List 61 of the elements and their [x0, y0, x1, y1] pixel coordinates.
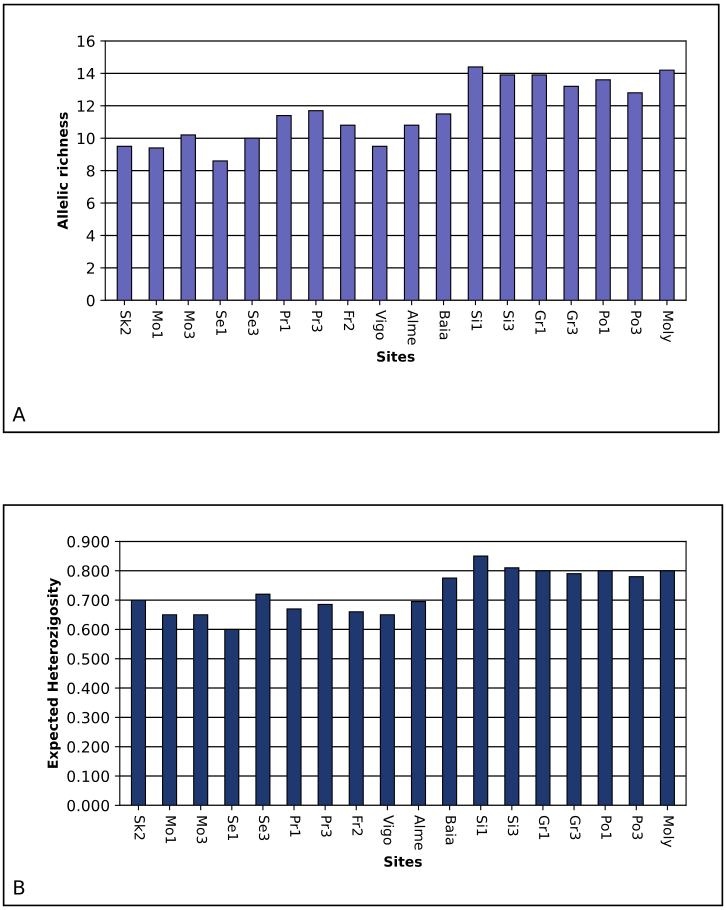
y-tick-label: 0.600 [67, 624, 110, 636]
x-tick-label: Vigo [380, 815, 394, 845]
x-tick-label: Alme [408, 310, 418, 345]
y-tick-label: 0.500 [67, 653, 110, 665]
y-axis-title: Expected Heterozigosity [47, 578, 61, 768]
y-tick-label: 0.300 [67, 712, 110, 724]
x-tick-label: Sk2 [120, 310, 132, 334]
x-tick-label: Gr1 [535, 310, 546, 334]
x-axis-title: Sites [377, 351, 415, 362]
y-tick-label: 0.700 [67, 594, 110, 606]
y-tick-label: 0.200 [67, 741, 110, 753]
x-tick-label: Si1 [476, 816, 488, 836]
y-tick-label: 4 [86, 230, 95, 242]
y-tick-label: 16 [78, 35, 95, 47]
x-tick-label: Po1 [601, 816, 612, 839]
x-tick-label: Si3 [503, 310, 514, 330]
y-tick-label: 14 [78, 68, 95, 80]
x-tick-label: Pr1 [290, 816, 300, 836]
x-tick-label: Si1 [471, 310, 482, 330]
y-tick-label: 8 [86, 165, 94, 177]
x-tick-label: Alme [414, 815, 426, 850]
x-tick-label: Moly [660, 816, 674, 848]
x-tick-label: Po3 [630, 311, 642, 334]
text: B [14, 880, 24, 895]
x-tick-label: Mo1 [152, 311, 163, 338]
x-tick-label: Baia [440, 311, 450, 340]
x-tick-label: Pr3 [321, 816, 332, 837]
y-tick-label: 0.400 [67, 682, 110, 694]
x-tick-label: Gr3 [570, 816, 581, 840]
x-tick-label: Fr2 [352, 816, 363, 836]
x-tick-label: Po3 [632, 816, 643, 840]
x-tick-label: Pr1 [280, 311, 290, 332]
x-tick-label: Si3 [508, 816, 519, 836]
y-tick-label: 2 [86, 262, 94, 274]
y-tick-label: 12 [78, 100, 94, 112]
y-tick-label: 0.100 [67, 770, 110, 782]
y-tick-label: 0.900 [67, 536, 110, 548]
x-tick-label: Mo1 [166, 816, 176, 844]
x-tick-label: Vigo [372, 310, 386, 340]
x-tick-label: Gr3 [567, 310, 578, 334]
y-tick-label: 6 [86, 198, 95, 210]
x-tick-label: Se1 [228, 816, 238, 840]
x-tick-label: Mo3 [184, 311, 195, 338]
x-tick-label: Po1 [599, 311, 610, 334]
x-tick-label: Baia [446, 816, 456, 844]
x-tick-label: Sk2 [134, 816, 146, 840]
y-tick-label: 0.000 [67, 800, 110, 812]
x-tick-label: Pr3 [312, 311, 322, 332]
x-tick-label: Se3 [248, 310, 259, 336]
y-tick-label: 0.800 [67, 565, 110, 577]
x-tick-label: Moly [660, 311, 674, 342]
y-tick-label: 10 [78, 132, 95, 144]
y-tick-label: 0 [86, 294, 95, 306]
x-tick-label: Se1 [216, 310, 227, 335]
y-axis-title: Allelic richness [57, 112, 68, 230]
x-tick-label: Se3 [258, 816, 270, 840]
x-tick-label: Fr2 [344, 311, 354, 330]
x-tick-label: Gr1 [538, 816, 550, 840]
x-axis-title: Sites [384, 856, 422, 867]
x-tick-label: Mo3 [196, 816, 208, 844]
text: A [12, 407, 26, 422]
